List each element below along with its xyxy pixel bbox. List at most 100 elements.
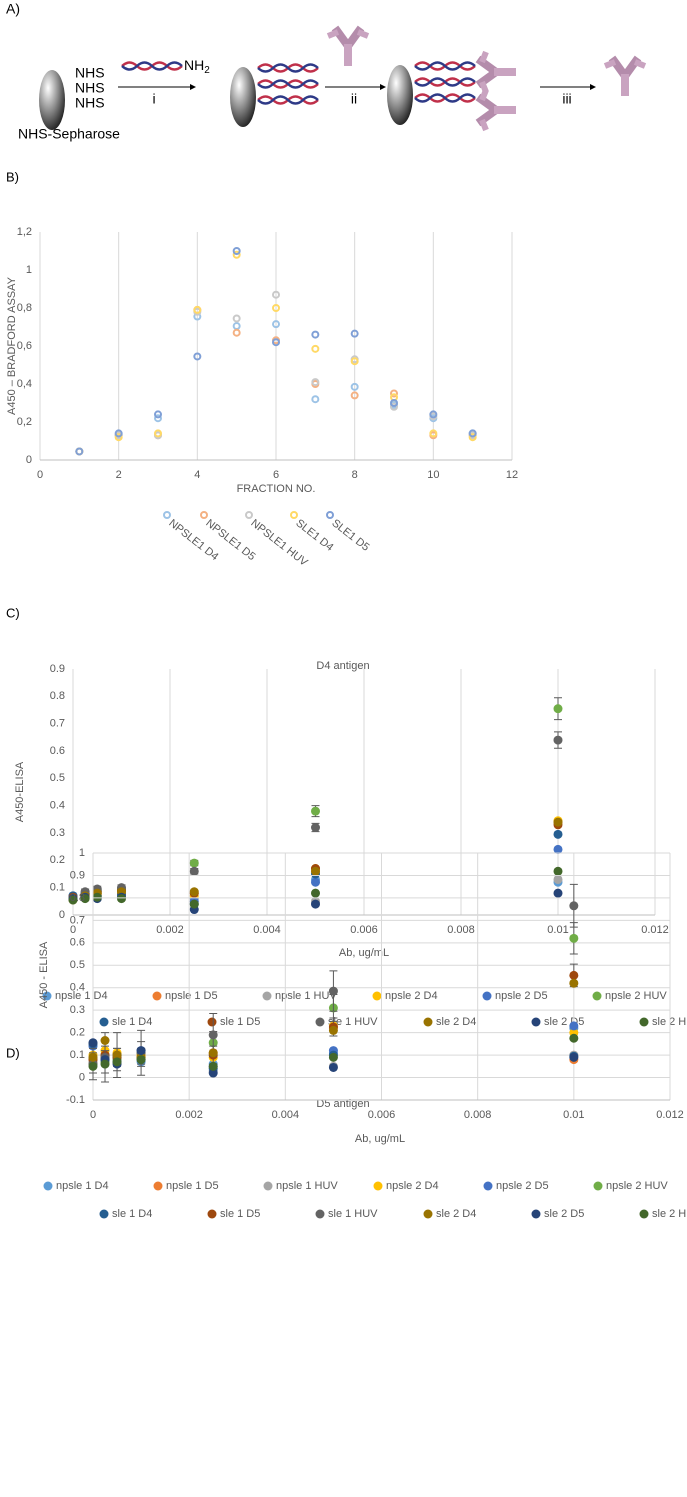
y-tick-label: 0.6	[50, 745, 65, 757]
y-tick-label: 0.8	[70, 892, 85, 904]
point	[154, 429, 162, 438]
legend-label: npsle 2 D4	[385, 990, 438, 1002]
point	[88, 1038, 98, 1048]
point	[208, 1061, 218, 1071]
point	[569, 1052, 579, 1062]
dna	[120, 61, 184, 71]
point	[468, 433, 477, 442]
legend-marker	[423, 1209, 433, 1219]
x-tick-label: 0.012	[641, 924, 669, 936]
legend-label: sle 1 HUV	[328, 1208, 378, 1220]
point	[208, 1030, 218, 1040]
point	[553, 704, 563, 714]
legend-marker	[326, 511, 334, 519]
point	[232, 314, 241, 323]
panel-label: D)	[6, 1045, 20, 1060]
antibody	[478, 52, 516, 92]
legend-label: sle 2 D4	[436, 1016, 476, 1028]
point	[88, 1052, 98, 1062]
point	[328, 1062, 338, 1072]
point	[350, 329, 359, 338]
legend-label: sle 1 D5	[220, 1208, 260, 1220]
x-tick-label: 8	[352, 469, 358, 481]
point	[92, 892, 102, 902]
point	[468, 429, 477, 438]
nh-label: NH2	[184, 57, 210, 76]
y-tick-label: 0,6	[17, 340, 32, 352]
legend-marker	[42, 991, 52, 1001]
point	[311, 806, 320, 816]
legend-label: npsle 2 HUV	[605, 990, 667, 1002]
point	[272, 338, 280, 347]
legend-marker	[99, 1017, 109, 1027]
nh-sub: 2	[204, 65, 210, 76]
point	[232, 247, 241, 255]
arrow-head	[590, 84, 596, 90]
legend-marker	[153, 1181, 163, 1191]
x-tick-label: 0.008	[464, 1109, 492, 1121]
x-tick-label: 0.006	[350, 924, 378, 936]
panel-label: B)	[6, 169, 19, 184]
legend-marker	[207, 1209, 217, 1219]
dna	[413, 61, 477, 71]
legend-marker	[99, 1209, 109, 1219]
panel-label: A)	[6, 1, 20, 17]
y-tick-label: 1,2	[17, 226, 32, 238]
y-tick-label: 1	[79, 847, 85, 859]
legend-label: sle 1 HUV	[328, 1016, 378, 1028]
point	[68, 895, 78, 905]
y-tick-label: 0	[59, 909, 65, 921]
legend-label: npsle 1 D5	[166, 1180, 219, 1192]
point	[272, 320, 280, 329]
point	[553, 829, 563, 839]
x-tick-label: 0	[70, 924, 76, 936]
y-axis-title: A450 – BRADFORD ASSAY	[6, 276, 18, 415]
diagram: A) NHS NHS NHS NHS-Sepharose NH2 i ii ii…	[6, 1, 645, 142]
legend-marker	[207, 1017, 217, 1027]
point	[553, 874, 563, 884]
nh: NH	[184, 57, 204, 73]
point	[390, 402, 398, 411]
x-tick-label: 10	[427, 469, 439, 481]
dna	[413, 77, 477, 87]
legend-marker	[531, 1017, 541, 1027]
y-tick-label: 0	[79, 1071, 85, 1083]
legend-label: SLE1 D4	[293, 517, 335, 554]
x-tick-label: 0.004	[272, 1109, 300, 1121]
point	[311, 899, 320, 909]
point	[100, 1059, 110, 1069]
y-tick-label: 0.5	[70, 959, 85, 971]
point	[311, 378, 320, 387]
x-tick-label: 0.002	[156, 924, 184, 936]
legend-marker	[245, 511, 253, 519]
y-tick-label: 0	[26, 454, 32, 466]
x-tick-label: 0	[37, 469, 43, 481]
legend-label: sle 2 D4	[436, 1208, 476, 1220]
point	[328, 986, 338, 996]
step-label: i	[152, 91, 155, 107]
point	[350, 391, 359, 400]
y-tick-label: 1	[26, 264, 32, 276]
legend-label: sle 2 D5	[544, 1208, 584, 1220]
legend-label: npsle 2 D4	[386, 1180, 439, 1192]
x-tick-label: 0	[90, 1109, 96, 1121]
legend-marker	[592, 991, 602, 1001]
legend-label: npsle 1 D4	[56, 1180, 109, 1192]
legend-marker	[639, 1017, 649, 1027]
step-label: iii	[562, 91, 571, 107]
panel-label: C)	[6, 605, 20, 620]
point	[553, 817, 563, 827]
point	[328, 1025, 338, 1035]
legend-marker	[423, 1017, 433, 1027]
point	[208, 1068, 218, 1078]
point	[136, 1055, 146, 1065]
legend-marker	[483, 1181, 493, 1191]
x-axis-title: FRACTION NO.	[237, 483, 316, 495]
point	[569, 1033, 579, 1043]
y-tick-label: 0.7	[50, 718, 65, 730]
point	[429, 429, 438, 438]
y-tick-label: 0.8	[50, 690, 65, 702]
legend-marker	[263, 1181, 273, 1191]
point	[350, 382, 359, 391]
point	[232, 328, 241, 337]
